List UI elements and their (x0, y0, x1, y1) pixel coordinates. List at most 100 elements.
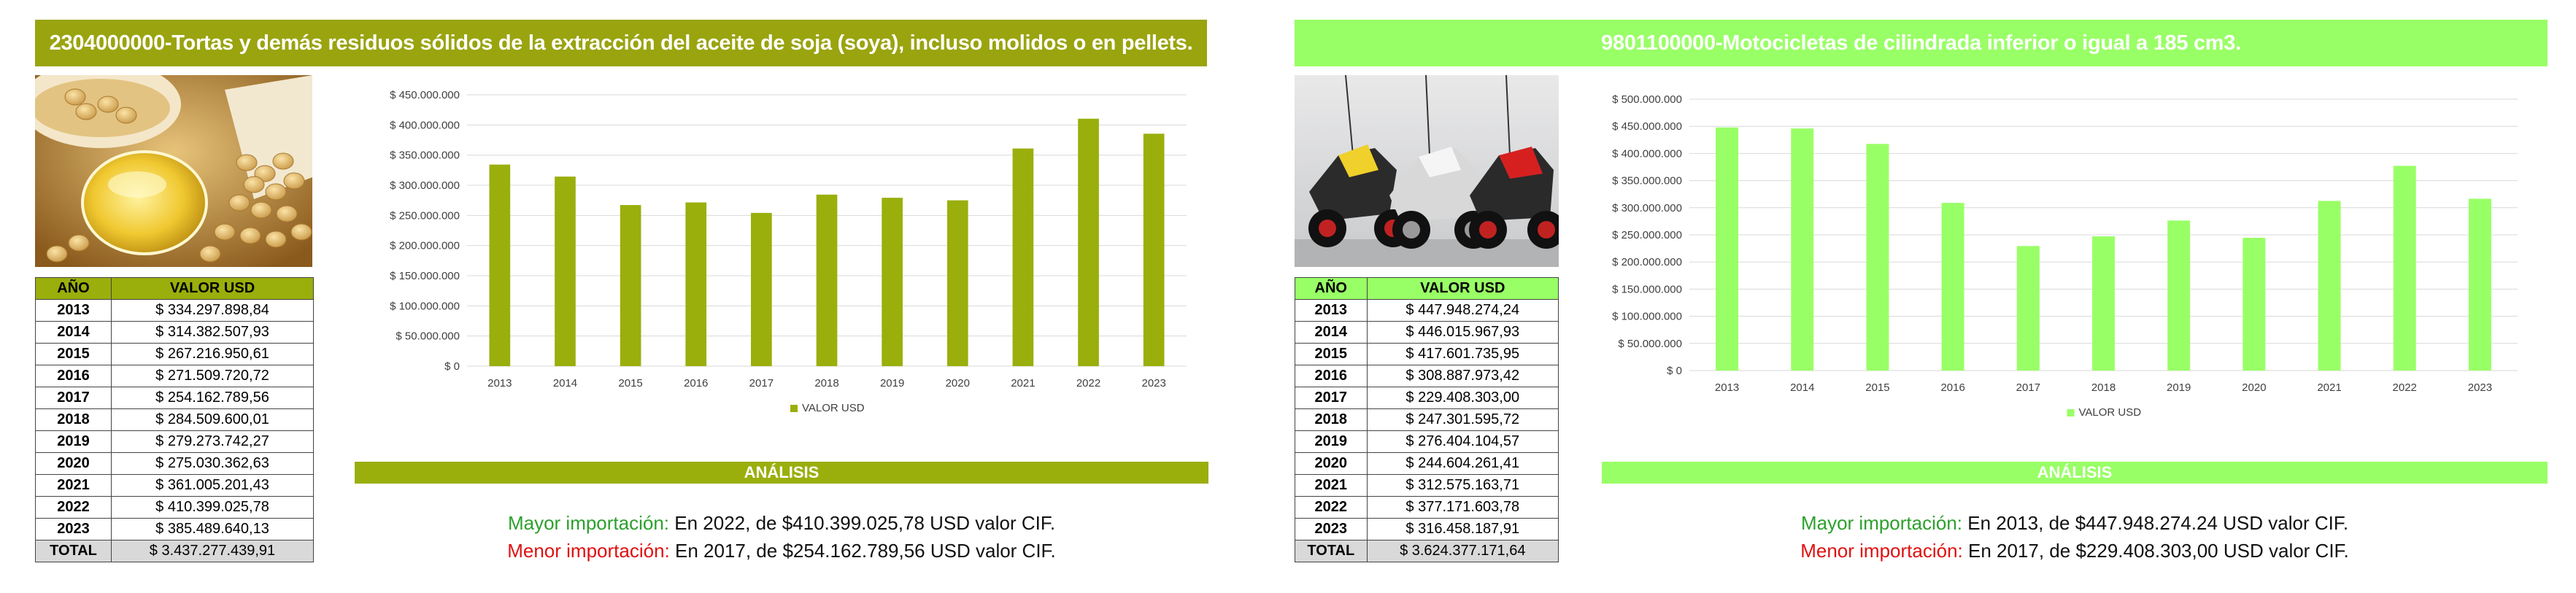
legend-swatch (2067, 409, 2075, 416)
x-tick-label: 2019 (880, 377, 904, 389)
table-row: 2015 $ 267.216.950,61 (35, 343, 314, 365)
year-cell: 2017 (35, 387, 112, 409)
year-cell: 2021 (35, 474, 112, 497)
total-value: $ 3.624.377.171,64 (1366, 540, 1559, 562)
bar (1716, 127, 1739, 371)
bar (2016, 246, 2040, 371)
x-tick-label: 2018 (2091, 381, 2116, 394)
bar-chart: $ 0 $ 50.000.000 $ 100.000.000 $ 150.000.00… (1580, 75, 2550, 440)
table-row: 2022 $ 410.399.025,78 (35, 496, 314, 519)
value-cell: $ 247.301.595,72 (1366, 408, 1559, 431)
value-cell: $ 410.399.025,78 (111, 496, 314, 519)
value-cell: $ 267.216.950,61 (111, 343, 314, 365)
table-row: 2014 $ 446.015.967,93 (1295, 321, 1559, 344)
year-cell: 2018 (35, 408, 112, 431)
year-header: AÑO (1295, 277, 1368, 300)
max-label: Mayor importación: (507, 512, 670, 534)
value-cell: $ 314.382.507,93 (111, 321, 314, 344)
chart-svg: $ 0 $ 50.000.000 $ 100.000.000 $ 150.000.00… (1612, 93, 2518, 419)
max-text: En 2013, de $447.948.274.24 USD valor CI… (1962, 512, 2349, 534)
value-cell: $ 308.887.973,42 (1366, 365, 1559, 387)
bar (2092, 236, 2115, 371)
y-tick-label: $ 300.000.000 (1612, 202, 1682, 214)
value-cell: $ 361.005.201,43 (111, 474, 314, 497)
table-row: 2023 $ 385.489.640,13 (35, 518, 314, 540)
bar (816, 194, 838, 366)
year-cell: 2023 (35, 518, 112, 540)
analysis-text: Mayor importación: En 2013, de $447.948.… (1602, 509, 2548, 565)
table-row: 2023 $ 316.458.187,91 (1295, 518, 1559, 540)
legend: VALOR USD (2067, 406, 2142, 419)
x-tick-label: 2017 (2016, 381, 2040, 394)
value-header: VALOR USD (111, 277, 314, 300)
bar (555, 177, 576, 366)
y-tick-label: $ 300.000.000 (390, 179, 460, 192)
panel-soja: 2304000000-Tortas y demás residuos sólid… (0, 0, 1241, 593)
y-tick-label: $ 200.000.000 (390, 240, 460, 252)
table-row: 2016 $ 271.509.720,72 (35, 365, 314, 387)
x-tick-label: 2018 (814, 377, 838, 389)
motorcycles-photo (1295, 75, 1559, 267)
y-tick-label: $ 150.000.000 (1612, 283, 1682, 295)
y-tick-label: $ 50.000.000 (1618, 338, 1682, 350)
min-label: Menor importación: (1800, 540, 1963, 562)
table-header-row: AÑO VALOR USD (1295, 277, 1559, 300)
total-label: TOTAL (35, 540, 112, 562)
y-tick-label: $ 400.000.000 (1612, 147, 1682, 160)
table-row: 2017 $ 254.162.789,56 (35, 387, 314, 409)
analysis-title: ANÁLISIS (355, 462, 1208, 484)
value-cell: $ 417.601.735,95 (1366, 343, 1559, 365)
table-row: 2015 $ 417.601.735,95 (1295, 343, 1559, 365)
value-cell: $ 244.604.261,41 (1366, 452, 1559, 475)
max-label: Mayor importación: (1800, 512, 1963, 534)
value-cell: $ 312.575.163,71 (1366, 474, 1559, 497)
value-cell: $ 229.408.303,00 (1366, 387, 1559, 409)
x-tick-label: 2015 (1865, 381, 1889, 394)
y-tick-label: $ 450.000.000 (390, 89, 460, 101)
legend-label: VALOR USD (2079, 406, 2142, 419)
panel-motocicletas: 9801100000-Motocicletas de cilindrada in… (1284, 0, 2576, 593)
bar (1941, 203, 1964, 371)
panel-title: 2304000000-Tortas y demás residuos sólid… (35, 20, 1207, 66)
year-cell: 2016 (1295, 365, 1368, 387)
min-label: Menor importación: (507, 540, 670, 562)
bar (946, 200, 968, 366)
table-row: 2020 $ 244.604.261,41 (1295, 452, 1559, 475)
soybeans-oil-photo (35, 75, 312, 267)
y-tick-label: $ 0 (1667, 365, 1682, 377)
bar (882, 198, 903, 366)
year-cell: 2017 (1295, 387, 1368, 409)
x-tick-label: 2017 (749, 377, 774, 389)
year-cell: 2022 (1295, 496, 1368, 519)
bar (2318, 201, 2341, 371)
x-tick-label: 2022 (1076, 377, 1100, 389)
table-row: 2021 $ 312.575.163,71 (1295, 474, 1559, 497)
values-table: AÑO VALOR USD 2013 $ 334.297.898,84 2014 $ 31… (35, 277, 314, 562)
bar (2243, 238, 2266, 371)
table-header-row: AÑO VALOR USD (35, 277, 314, 300)
y-tick-label: $ 350.000.000 (390, 150, 460, 162)
year-cell: 2021 (1295, 474, 1368, 497)
max-text: En 2022, de $410.399.025,78 USD valor CI… (669, 512, 1056, 534)
year-cell: 2018 (1295, 408, 1368, 431)
bar-chart: $ 0 $ 50.000.000 $ 100.000.000 $ 150.000.00… (343, 75, 1208, 440)
min-text: En 2017, de $254.162.789,56 USD valor CI… (669, 540, 1056, 562)
bar (751, 212, 772, 366)
value-cell: $ 271.509.720,72 (111, 365, 314, 387)
year-cell: 2019 (1295, 430, 1368, 453)
value-cell: $ 334.297.898,84 (111, 299, 314, 322)
year-cell: 2019 (35, 430, 112, 453)
year-cell: 2020 (1295, 452, 1368, 475)
min-text: En 2017, de $229.408.303,00 USD valor CI… (1962, 540, 2349, 562)
legend-swatch (790, 405, 798, 412)
table-row: 2021 $ 361.005.201,43 (35, 474, 314, 497)
bar (1866, 144, 1889, 371)
x-tick-label: 2014 (553, 377, 577, 389)
value-cell: $ 447.948.274,24 (1366, 299, 1559, 322)
value-cell: $ 276.404.104,57 (1366, 430, 1559, 453)
y-tick-label: $ 100.000.000 (1612, 311, 1682, 323)
total-value: $ 3.437.277.439,91 (111, 540, 314, 562)
table-row: 2016 $ 308.887.973,42 (1295, 365, 1559, 387)
table-row: 2019 $ 276.404.104,57 (1295, 430, 1559, 453)
y-tick-label: $ 250.000.000 (1612, 229, 1682, 241)
